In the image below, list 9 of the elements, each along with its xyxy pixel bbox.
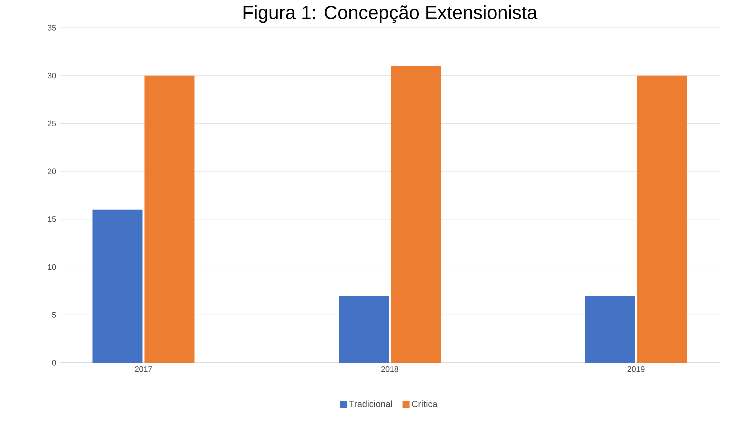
- bar: [144, 76, 195, 363]
- bar: [339, 296, 390, 363]
- legend-label: Tradicional: [350, 400, 392, 408]
- legend-label: Crítica: [412, 400, 438, 408]
- bar: [92, 210, 143, 363]
- chart-title: Figura 1: Concepção Extensionista: [244, 6, 538, 24]
- bar: [391, 66, 441, 363]
- bar: [637, 76, 688, 363]
- bar: [585, 296, 636, 363]
